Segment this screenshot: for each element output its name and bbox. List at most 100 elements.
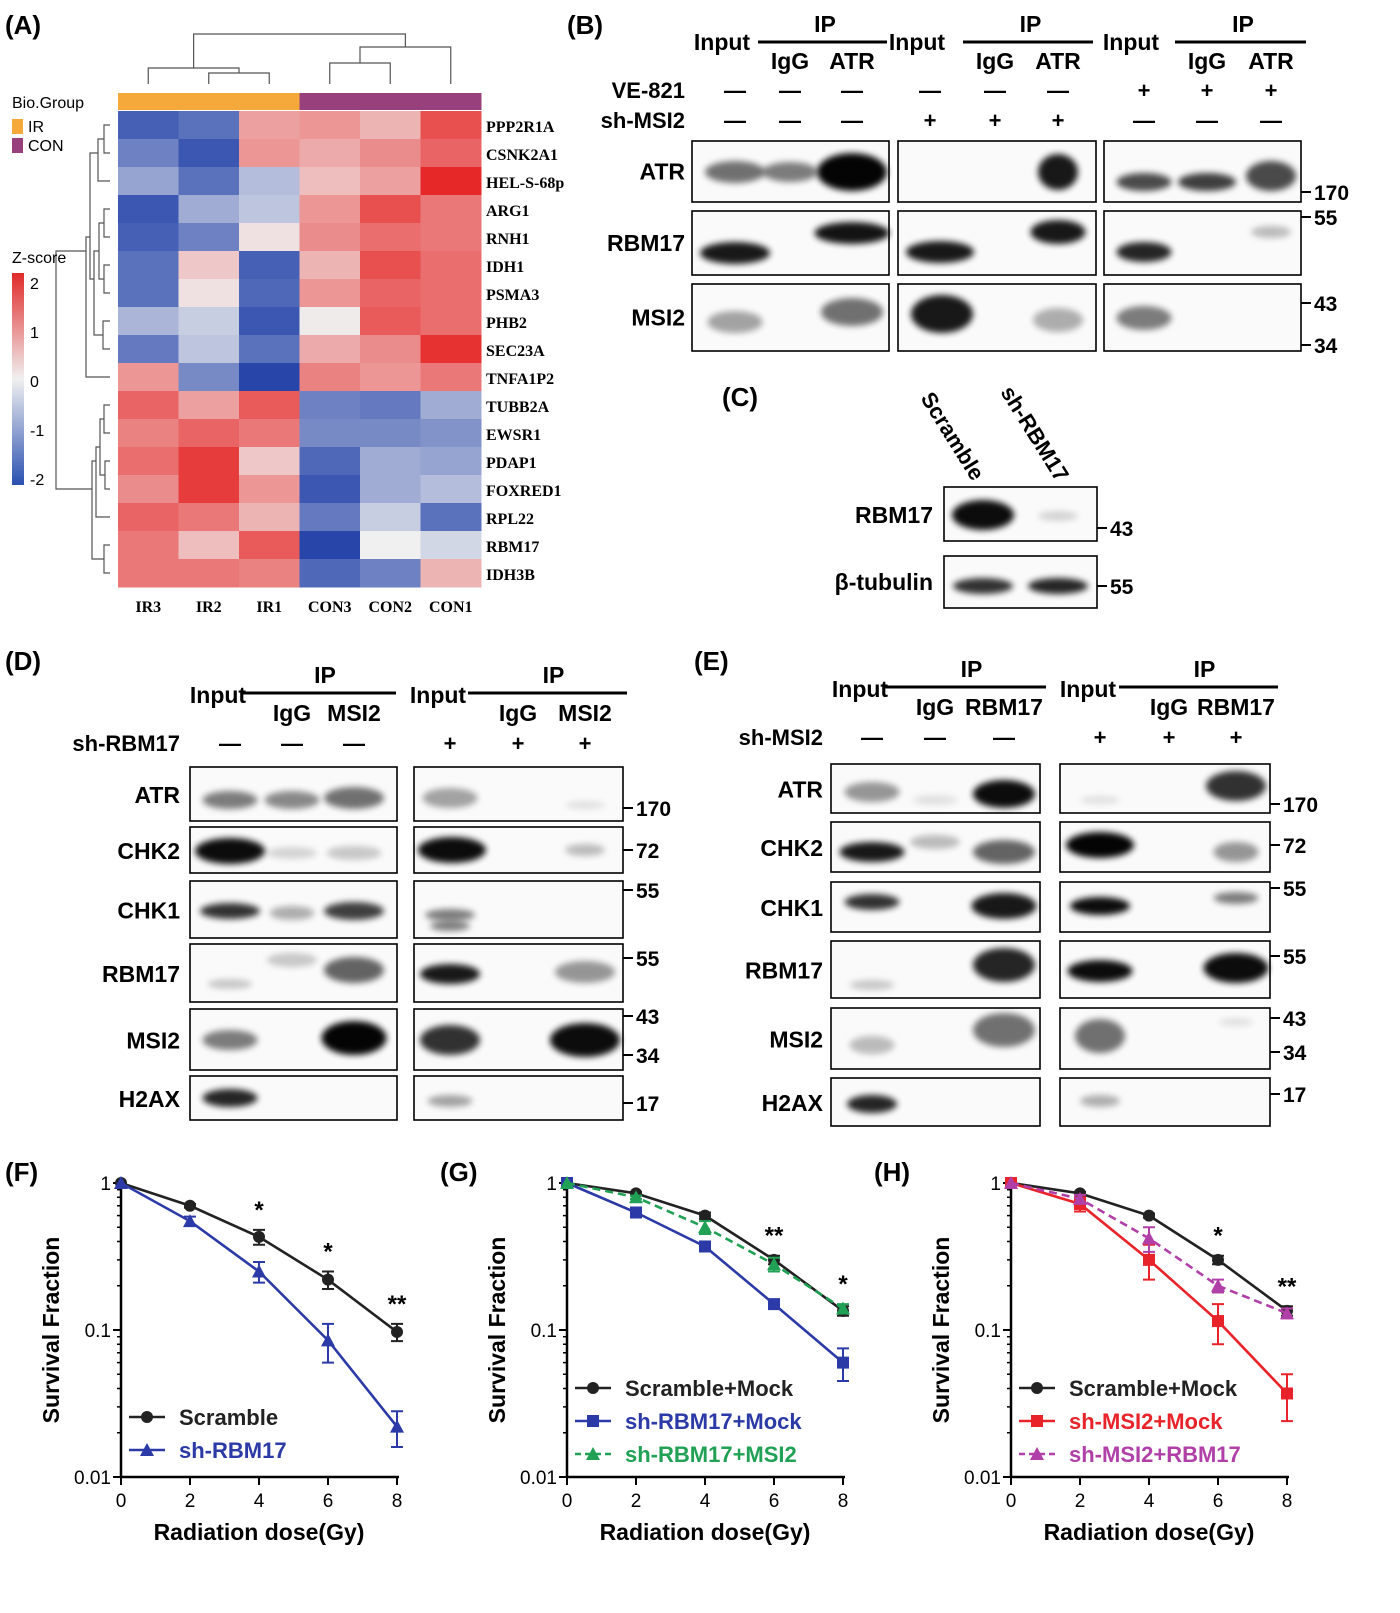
input-header: Input <box>832 676 889 702</box>
data-point <box>699 1209 711 1222</box>
heatmap-cell <box>360 335 421 364</box>
treatment-sign: + <box>924 108 937 133</box>
heatmap-cell <box>420 195 482 224</box>
group-bar-cell <box>360 93 421 110</box>
heatmap-cell <box>239 279 300 308</box>
heatmap-cell <box>118 223 179 252</box>
heatmap-cell <box>239 559 300 588</box>
band <box>1066 832 1134 858</box>
treatment-sign: + <box>1201 78 1214 103</box>
heatmap-cell <box>239 531 300 560</box>
band <box>565 801 605 809</box>
data-point <box>322 1273 334 1286</box>
legend-swatch <box>12 119 23 134</box>
y-tick-label: 0.01 <box>74 1468 111 1489</box>
ip-header: IP <box>314 662 336 688</box>
heatmap-cell <box>118 111 179 140</box>
data-point <box>698 1220 712 1234</box>
band <box>973 780 1035 808</box>
heatmap-cell <box>360 503 421 532</box>
treatment-sign: — <box>281 731 303 756</box>
legend-marker <box>586 1447 600 1460</box>
panel-label: (H) <box>874 1157 910 1187</box>
x-tick-label: 6 <box>1213 1491 1224 1512</box>
input-header: Input <box>889 29 946 55</box>
x-axis-label: Radiation dose(Gy) <box>600 1519 811 1545</box>
band <box>844 894 900 910</box>
significance-label: * <box>838 1271 848 1298</box>
legend-marker <box>1030 1447 1044 1460</box>
ip-lane-label: ATR <box>1035 48 1081 74</box>
zscore-tick: 1 <box>30 325 39 342</box>
data-point <box>1142 1231 1156 1245</box>
x-tick-label: 6 <box>323 1491 334 1512</box>
heatmap-cell <box>118 391 179 420</box>
treatment-sign: + <box>1230 725 1243 750</box>
marker-label: 34 <box>1283 1042 1307 1065</box>
heatmap-cell <box>118 363 179 392</box>
marker-label: 43 <box>1110 518 1133 541</box>
band <box>321 1021 387 1055</box>
sample-label: CON1 <box>429 599 473 616</box>
heatmap-cell <box>420 531 482 560</box>
band <box>1203 953 1269 983</box>
blot-label: H2AX <box>762 1090 824 1116</box>
band <box>1178 173 1236 191</box>
marker-label: 17 <box>1283 1084 1306 1107</box>
heatmap-cell <box>118 447 179 476</box>
band <box>973 1013 1035 1047</box>
band <box>427 1095 473 1107</box>
legend-swatch <box>12 138 23 153</box>
zscore-tick: -1 <box>30 423 44 440</box>
band <box>849 980 895 990</box>
band <box>1080 796 1120 804</box>
ip-header: IP <box>814 11 836 37</box>
heatmap-cell <box>360 531 421 560</box>
band <box>700 242 770 264</box>
sample-label: IR1 <box>256 599 282 616</box>
band <box>1206 771 1266 801</box>
band <box>912 795 958 805</box>
marker-label: 43 <box>636 1006 659 1029</box>
treatment-row-label: sh-MSI2 <box>601 108 685 133</box>
legend-label: sh-MSI2+RBM17 <box>1069 1442 1241 1467</box>
band <box>267 847 317 859</box>
group-bar-cell <box>178 93 240 110</box>
heatmap-cell <box>360 223 421 252</box>
marker-label: 17 <box>636 1093 659 1116</box>
ip-lane-label: IgG <box>976 48 1014 74</box>
heatmap-cell <box>360 559 421 588</box>
group-bar-cell <box>299 93 361 110</box>
input-header: Input <box>190 682 247 708</box>
band <box>1030 220 1086 244</box>
blot-label: MSI2 <box>126 1028 180 1054</box>
data-point <box>114 1176 128 1189</box>
data-point <box>253 1230 265 1243</box>
band <box>1038 154 1078 190</box>
heatmap-cell <box>178 503 240 532</box>
y-axis-label: Survival Fraction <box>928 1237 954 1424</box>
blot-label: MSI2 <box>631 305 685 331</box>
band <box>555 961 615 983</box>
treatment-sign: — <box>724 108 746 133</box>
ip-header: IP <box>1232 11 1254 37</box>
sample-label: CON3 <box>308 599 352 616</box>
marker-label: 55 <box>1283 878 1307 901</box>
data-point <box>1143 1253 1155 1266</box>
data-point <box>321 1333 335 1347</box>
heatmap-cell <box>360 363 421 392</box>
heatmap-cell <box>239 391 300 420</box>
blot-label: RBM17 <box>855 502 933 528</box>
band <box>207 979 253 989</box>
band <box>418 837 486 863</box>
heatmap-cell <box>178 111 240 140</box>
blot-label: RBM17 <box>607 230 685 256</box>
treatment-sign: + <box>1094 725 1107 750</box>
ip-lane-label: RBM17 <box>1197 694 1275 720</box>
x-tick-label: 6 <box>769 1491 780 1512</box>
legend-marker <box>587 1382 599 1394</box>
data-point <box>1004 1176 1018 1189</box>
marker-label: 55 <box>636 948 660 971</box>
zscore-tick: 0 <box>30 374 39 391</box>
